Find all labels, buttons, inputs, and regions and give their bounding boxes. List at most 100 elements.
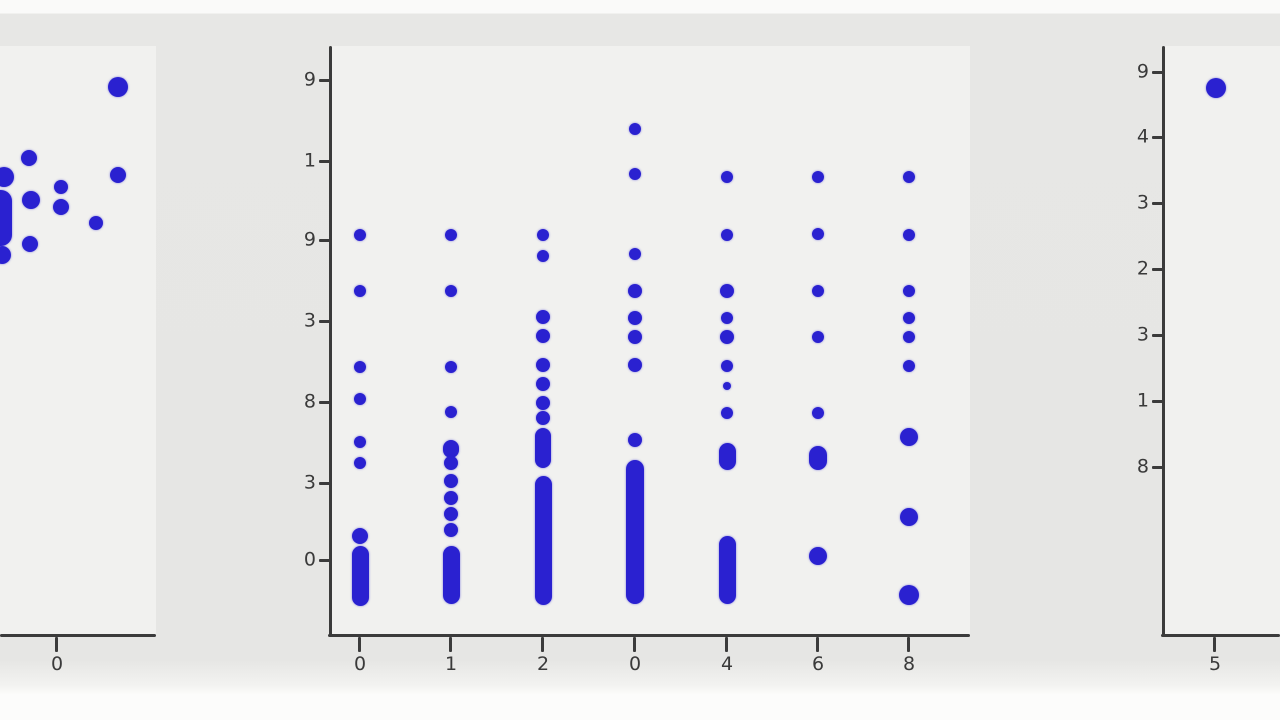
scatter-point: [721, 171, 733, 183]
scatter-point: [444, 507, 458, 521]
scatter-point: [812, 171, 824, 183]
x-tick-mark: [725, 637, 728, 652]
scatter-point: [723, 382, 731, 390]
y-tick-label: 3: [303, 309, 316, 332]
scatter-point: [629, 248, 641, 260]
scatter-point-stack: [809, 446, 827, 470]
y-tick-mark: [1152, 136, 1164, 139]
y-tick-mark: [319, 79, 331, 82]
scatter-point: [89, 216, 103, 230]
x-tick-mark: [633, 637, 636, 652]
scatter-point-stack: [626, 460, 644, 604]
x-tick-label: 0: [50, 653, 64, 675]
y-tick-label: 4: [1136, 125, 1149, 148]
scatter-point: [536, 411, 550, 425]
scatter-point: [354, 229, 366, 241]
y-tick-mark: [1152, 466, 1164, 469]
y-tick-label: 2: [1136, 257, 1149, 280]
x-tick-mark: [358, 637, 361, 652]
scatter-point: [720, 284, 734, 298]
scatter-point: [54, 180, 68, 194]
x-tick-label: 6: [811, 653, 825, 675]
scatter-point-stack: [718, 443, 736, 470]
plot-area: [330, 46, 970, 636]
x-axis-spine: [1161, 634, 1280, 637]
scatter-point: [629, 123, 641, 135]
y-axis-spine: [1162, 46, 1165, 637]
plot-area: [0, 46, 156, 636]
y-tick-mark: [319, 482, 331, 485]
y-tick-label: 8: [1136, 455, 1149, 478]
scatter-point: [812, 228, 824, 240]
scatter-point-stack: [534, 476, 552, 605]
scatter-point: [108, 77, 128, 97]
scatter-point: [354, 285, 366, 297]
scatter-point: [900, 508, 918, 526]
x-tick-mark: [55, 637, 58, 652]
y-tick-label: 3: [1136, 323, 1149, 346]
scatter-point-stack: [443, 440, 459, 458]
scatter-point: [903, 360, 915, 372]
scatter-point-stack: [718, 536, 736, 604]
x-tick-mark: [541, 637, 544, 652]
y-tick-mark: [319, 559, 331, 562]
x-axis-spine: [328, 634, 970, 637]
y-tick-label: 1: [303, 149, 316, 172]
scatter-point: [721, 229, 733, 241]
plot-area: [1163, 46, 1280, 636]
y-tick-label: 3: [1136, 191, 1149, 214]
scatter-point: [537, 229, 549, 241]
scatter-point: [22, 191, 40, 209]
scatter-point: [628, 311, 642, 325]
scatter-point: [354, 361, 366, 373]
scatter-point: [22, 236, 38, 252]
scatter-point: [1206, 78, 1226, 98]
y-tick-mark: [319, 239, 331, 242]
scatter-point: [903, 312, 915, 324]
scatter-point: [444, 523, 458, 537]
y-tick-label: 1: [1136, 389, 1149, 412]
scatter-point: [110, 167, 126, 183]
scatter-point: [903, 229, 915, 241]
scatter-point-stack: [535, 428, 551, 468]
scatter-point: [445, 406, 457, 418]
y-tick-label: 3: [303, 471, 316, 494]
scatter-point: [0, 167, 14, 187]
scatter-point: [444, 456, 458, 470]
scatter-point: [628, 330, 642, 344]
scatter-point: [903, 331, 915, 343]
scatter-point: [354, 393, 366, 405]
x-tick-label: 8: [902, 653, 916, 675]
scatter-point: [536, 358, 550, 372]
x-tick-label: 4: [720, 653, 734, 675]
scatter-point: [812, 407, 824, 419]
scatter-point: [628, 284, 642, 298]
y-tick-mark: [1152, 268, 1164, 271]
scatter-point: [445, 361, 457, 373]
scatter-point-stack: [0, 190, 12, 246]
y-tick-label: 8: [303, 390, 316, 413]
x-tick-label: 1: [444, 653, 458, 675]
scatter-point: [812, 285, 824, 297]
scatter-point: [536, 396, 550, 410]
scatter-point: [536, 377, 550, 391]
scatter-point: [445, 229, 457, 241]
scatter-point: [444, 491, 458, 505]
x-tick-label: 5: [1208, 653, 1222, 675]
x-tick-mark: [1213, 637, 1216, 652]
scatter-point: [812, 331, 824, 343]
scatter-point: [21, 150, 37, 166]
scatter-point: [900, 428, 918, 446]
y-tick-mark: [319, 320, 331, 323]
scatter-point: [903, 171, 915, 183]
scatter-point: [721, 312, 733, 324]
scatter-point: [536, 310, 550, 324]
y-tick-mark: [1152, 71, 1164, 74]
scatter-point-stack: [442, 546, 460, 604]
y-tick-mark: [1152, 400, 1164, 403]
scatter-point: [629, 168, 641, 180]
y-tick-mark: [319, 401, 331, 404]
scatter-point: [903, 285, 915, 297]
scatter-point-stack: [351, 546, 369, 606]
